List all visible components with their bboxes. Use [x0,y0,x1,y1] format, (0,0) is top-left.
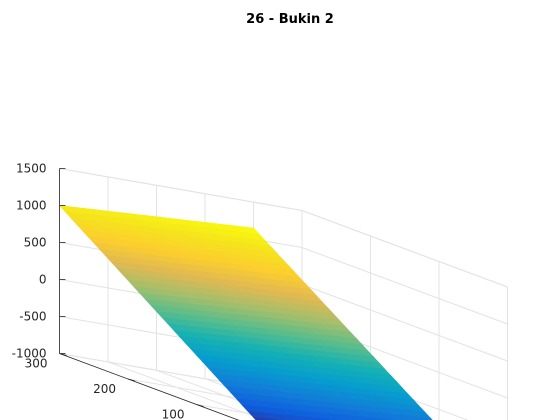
gridline-floor-y [196,404,289,420]
tick-labels: 0501001502002500100200300-1000-500050010… [12,162,185,420]
y-tick-mark [127,378,136,382]
axes-frame [59,168,240,420]
y-tick-label: 200 [93,382,116,396]
gridline-sidewall-z [301,284,508,362]
z-tick-label: -500 [19,310,46,324]
gridline-floor-x [107,361,266,420]
y-tick-mark [196,404,204,407]
y-tick-label: 300 [25,357,48,371]
y-axis-line [59,353,240,420]
y-tick-label: 100 [162,408,185,420]
z-tick-label: 500 [24,236,47,250]
chart-title: 26 - Bukin 2 [246,12,334,27]
z-tick-label: 1500 [16,162,47,176]
box-edge [301,210,508,288]
gridline-sidewall-z [301,247,508,325]
z-tick-label: -1000 [12,347,47,361]
box-edge [59,168,303,211]
surface-mesh [58,205,433,420]
z-tick-label: 0 [39,273,47,287]
z-tick-label: 1000 [16,199,47,213]
surface-patch [421,416,433,420]
